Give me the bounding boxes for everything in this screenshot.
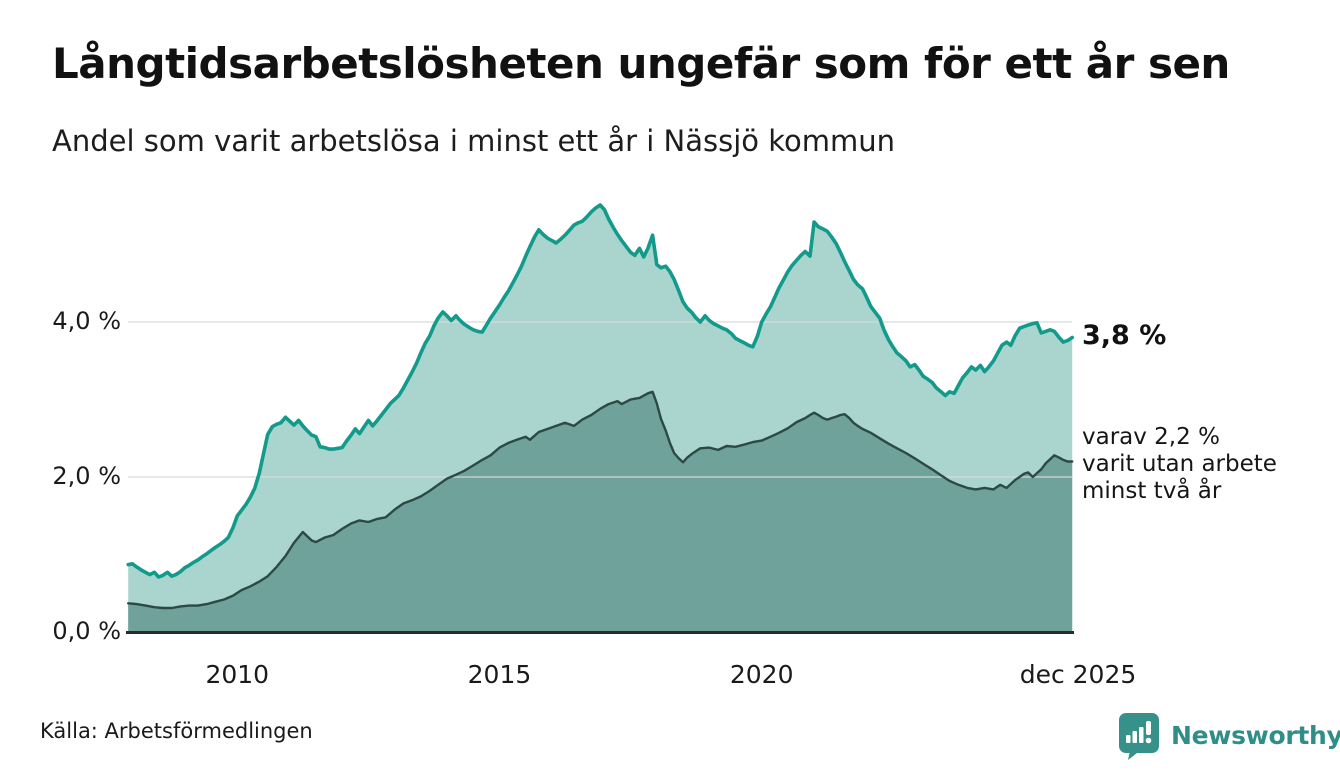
series-2year-area [128,391,1073,632]
latest-value-label: 3,8 % [1082,319,1167,351]
y-axis-tick-label: 0,0 % [52,617,121,645]
x-axis-line [126,631,1074,634]
secondary-value-line: varav 2,2 % [1082,424,1220,450]
secondary-value-label: varav 2,2 % varit utan arbete minst två … [1082,424,1277,505]
x-axis-tick-label: 2010 [205,660,270,689]
page-title: Långtidsarbetslösheten ungefär som för e… [52,39,1230,88]
newsworthy-wordmark: Newsworthy [1171,720,1340,750]
chart-subtitle: Andel som varit arbetslösa i minst ett å… [52,124,895,158]
series-2year-line [126,390,1074,610]
newsworthy-logo: Newsworthy [1113,710,1340,760]
source-text: Källa: Arbetsförmedlingen [40,719,313,743]
secondary-value-line: minst två år [1082,478,1222,504]
x-axis-tick-label: 2015 [467,660,532,689]
y-axis-tick-label: 2,0 % [52,462,121,490]
secondary-value-line: varit utan arbete [1082,451,1277,477]
series-1year-line [126,203,1074,579]
y-axis-tick-label: 4,0 % [52,307,121,335]
x-axis-tick-label: dec 2025 [1019,660,1137,689]
newsworthy-bar-chart-icon [1119,713,1159,760]
x-axis-tick-label: 2020 [729,660,794,689]
